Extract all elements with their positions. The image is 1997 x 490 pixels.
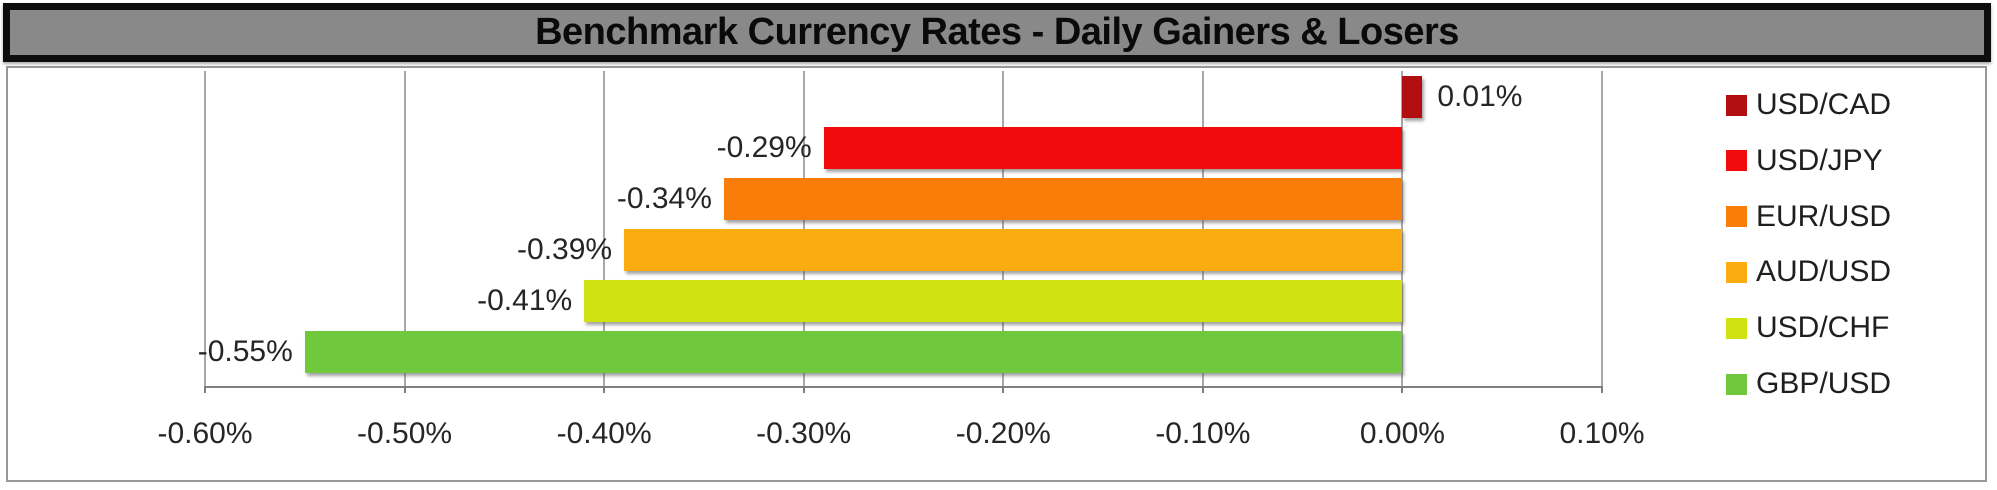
data-label-eur-usd: -0.34%	[616, 181, 712, 215]
legend-item-usd-chf: USD/CHF	[1726, 309, 1889, 347]
legend: USD/CAD USD/JPY EUR/USD AUD/USD USD/CHF GBP/U…	[1726, 68, 1986, 484]
bar-usd-jpy	[823, 126, 1403, 169]
chart-title-bar: Benchmark Currency Rates - Daily Gainers…	[3, 3, 1991, 62]
gridline-0-10-	[1601, 71, 1603, 386]
data-label-usd-chf: -0.41%	[477, 283, 573, 317]
bar-gbp-usd	[304, 330, 1403, 373]
legend-swatch-usd-jpy	[1726, 150, 1747, 172]
tick-mark--0-20-	[1002, 386, 1005, 393]
data-label-usd-jpy: -0.29%	[716, 130, 812, 164]
legend-label-eur-usd: EUR/USD	[1756, 199, 1892, 233]
bar-usd-cad	[1402, 75, 1423, 118]
legend-label-gbp-usd: GBP/USD	[1756, 367, 1892, 400]
legend-label-aud-usd: AUD/USD	[1756, 255, 1892, 289]
legend-label-usd-cad: USD/CAD	[1756, 88, 1892, 121]
x-axis-tick-label--0-60-: -0.60%	[157, 417, 253, 450]
legend-label-usd-chf: USD/CHF	[1756, 311, 1890, 345]
legend-item-eur-usd: EUR/USD	[1726, 198, 1891, 236]
tick-mark--0-10-	[1201, 386, 1204, 393]
legend-swatch-eur-usd	[1726, 206, 1747, 228]
legend-swatch-aud-usd	[1726, 261, 1747, 283]
tick-mark--0-50-	[403, 386, 406, 393]
legend-swatch-usd-cad	[1726, 94, 1747, 116]
data-label-usd-cad: 0.01%	[1437, 79, 1523, 113]
legend-item-gbp-usd: GBP/USD	[1726, 365, 1891, 403]
tick-mark-0-00-	[1401, 386, 1404, 393]
legend-label-usd-jpy: USD/JPY	[1756, 143, 1883, 177]
tick-mark-0-10-	[1601, 386, 1603, 393]
gridline--0-50-	[403, 71, 406, 386]
legend-swatch-gbp-usd	[1726, 373, 1747, 395]
x-axis-line	[205, 386, 1602, 388]
gridline-0-00-	[1401, 71, 1404, 386]
x-axis-tick-label--0-10-: -0.10%	[1155, 417, 1251, 450]
x-axis-tick-label-0-00-: 0.00%	[1359, 417, 1445, 450]
x-axis-tick-label--0-20-: -0.20%	[955, 417, 1051, 450]
x-axis-tick-label--0-30-: -0.30%	[756, 417, 852, 450]
x-axis-tick-labels: -0.60% -0.50% -0.40% -0.30% -0.20% -0.10% 0.00…	[157, 414, 1644, 454]
gridline--0-60-	[204, 71, 206, 386]
tick-mark--0-40-	[603, 386, 606, 393]
legend-swatch-usd-chf	[1726, 317, 1747, 339]
gridline--0-40-	[603, 71, 606, 386]
bar-aud-usd	[624, 228, 1403, 271]
bar-usd-chf	[584, 279, 1403, 322]
legend-item-usd-jpy: USD/JPY	[1726, 142, 1883, 180]
bar-eur-usd	[723, 177, 1403, 220]
tick-mark--0-60-	[204, 386, 206, 393]
legend-item-usd-cad: USD/CAD	[1726, 86, 1891, 124]
data-label-aud-usd: -0.39%	[517, 232, 613, 266]
x-axis-tick-label-0-10-: 0.10%	[1559, 417, 1645, 450]
tick-mark--0-30-	[802, 386, 805, 393]
x-axis-tick-label--0-50-: -0.50%	[357, 417, 453, 450]
plot-area: 0.01% -0.29% -0.34% -0.39% -0.41% -0.55%	[198, 71, 1603, 393]
x-axis-tick-label--0-40-: -0.40%	[556, 417, 652, 450]
chart-area: 0.01% -0.29% -0.34% -0.39% -0.41% -0.55% -0.6…	[6, 66, 1987, 482]
chart-title: Benchmark Currency Rates - Daily Gainers…	[535, 11, 1459, 53]
legend-item-aud-usd: AUD/USD	[1726, 253, 1891, 291]
data-label-gbp-usd: -0.55%	[197, 334, 293, 368]
